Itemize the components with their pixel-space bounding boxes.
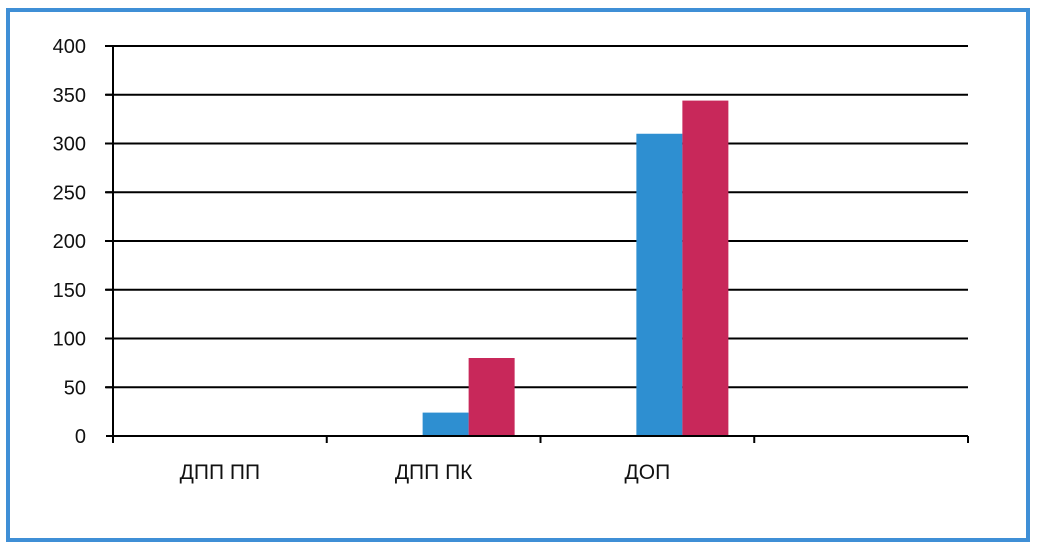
bars [422,100,729,436]
chart-frame [6,8,1030,542]
y-tick-label-0: 0 [75,426,86,448]
bar-series1-cat3 [636,133,683,436]
y-tick-label-50: 50 [64,377,86,399]
y-tick-label-200: 200 [53,231,86,253]
gridlines [105,45,968,389]
y-tick-label-150: 150 [53,280,86,302]
y-tick-label-250: 250 [53,182,86,204]
x-category-label-1: ДПП ПП [180,461,260,484]
bar-series2-cat3 [682,100,729,436]
x-category-label-2: ДПП ПК [395,461,473,484]
bar-series1-cat2 [422,412,469,436]
x-category-labels: ДПП ПП ДПП ПК ДОП [180,461,671,484]
axes [106,45,969,443]
y-tick-label-100: 100 [53,329,86,351]
y-tick-label-300: 300 [53,134,86,156]
y-tick-labels: 0 50 100 150 200 250 300 350 400 [53,36,86,448]
bar-series2-cat2 [468,358,515,436]
x-category-label-3: ДОП [625,461,671,484]
y-tick-label-350: 350 [53,85,86,107]
y-tick-label-400: 400 [53,36,86,58]
